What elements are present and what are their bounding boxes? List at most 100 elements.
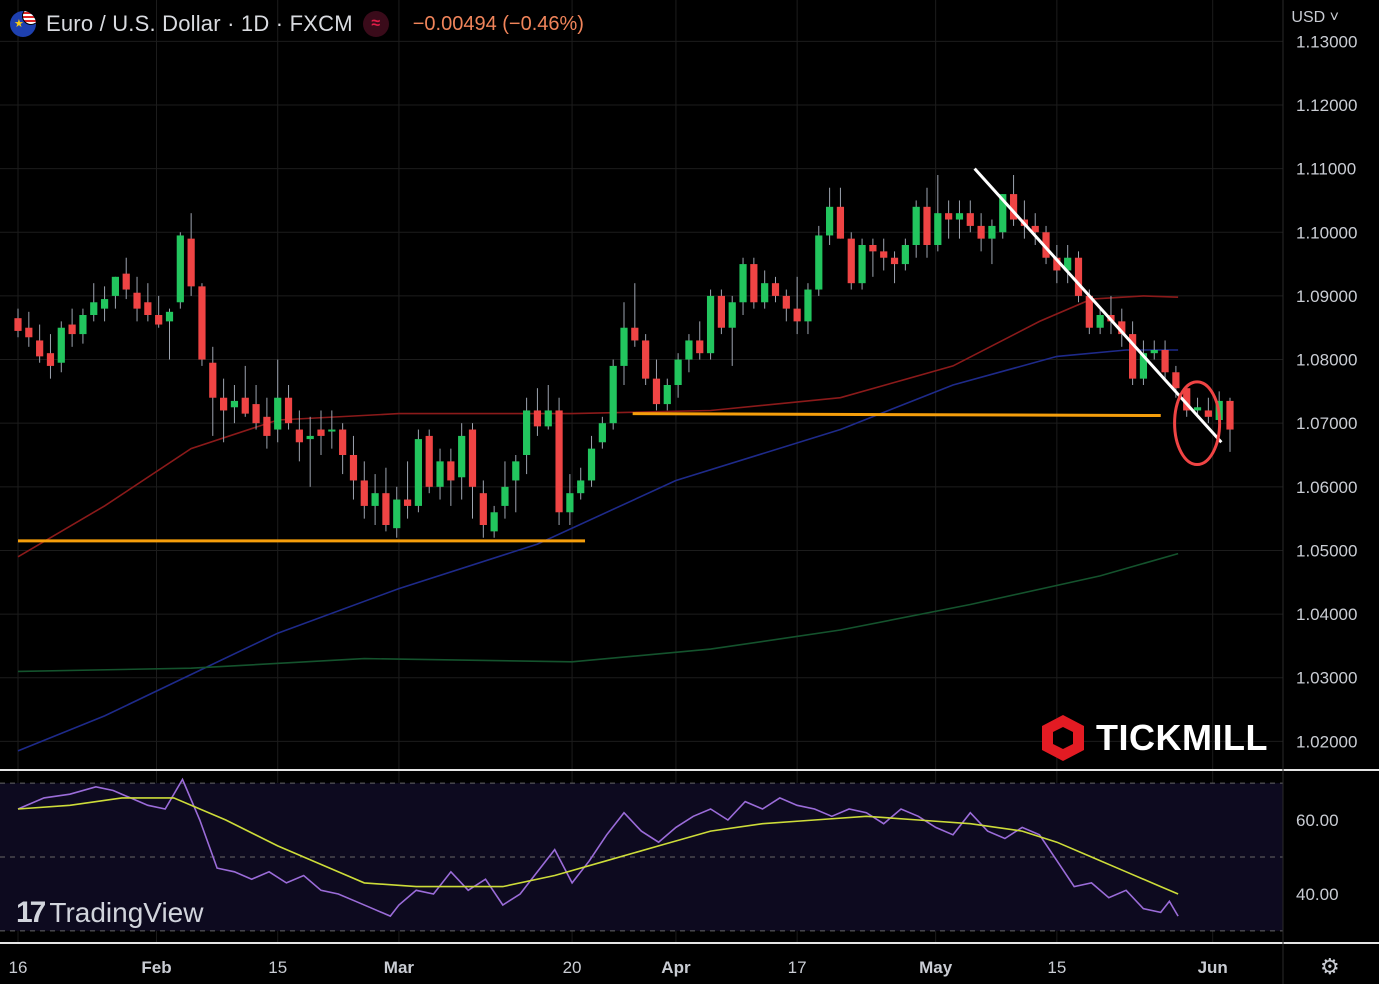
candle-body — [176, 235, 184, 303]
time-axis-label: Mar — [384, 958, 415, 977]
candle-body — [923, 206, 931, 245]
price-axis-label: 1.08000 — [1296, 351, 1357, 370]
candle-body — [771, 283, 780, 296]
candle — [241, 365, 249, 417]
moving-average-line — [17, 349, 1179, 752]
candle-body — [414, 439, 422, 506]
candle-body — [46, 353, 55, 366]
candle-body — [717, 295, 725, 328]
candle-body — [187, 238, 195, 287]
gear-icon[interactable]: ⚙ — [1320, 954, 1340, 979]
candle — [858, 238, 866, 290]
candle — [1042, 225, 1050, 265]
candle-body — [1139, 353, 1148, 379]
candle — [144, 283, 152, 322]
candle — [57, 321, 65, 373]
candle-body — [512, 461, 520, 481]
symbol-title[interactable]: Euro / U.S. Dollar · 1D · FXCM — [46, 11, 353, 36]
candle — [501, 461, 509, 519]
price-axis-label: 1.09000 — [1296, 287, 1357, 306]
rsi-axis-label: 40.00 — [1296, 885, 1339, 904]
candle — [923, 187, 931, 258]
candle — [111, 276, 119, 309]
candle-body — [382, 493, 390, 525]
candle — [1009, 175, 1018, 226]
candle-body — [901, 245, 909, 265]
candle-body — [468, 429, 477, 487]
tickmill-logo: TICKMILL — [1040, 713, 1268, 763]
candle-body — [966, 213, 974, 226]
time-axis-label: 15 — [268, 958, 287, 977]
candle — [263, 397, 271, 449]
candle — [609, 359, 617, 430]
candle-body — [674, 359, 682, 385]
highlight-circle[interactable] — [1173, 380, 1222, 467]
candle — [25, 311, 33, 347]
time-axis-label: Jun — [1198, 958, 1228, 977]
candle-body — [804, 289, 812, 322]
candle-body — [90, 302, 98, 315]
indicator-icon[interactable]: ≈ — [362, 11, 389, 37]
time-axis-label: 17 — [788, 958, 807, 977]
candle — [912, 200, 920, 258]
candle-body — [479, 493, 487, 525]
candle-body — [403, 499, 412, 506]
watermark-name: TradingView — [49, 897, 204, 928]
candle-body — [144, 302, 152, 315]
candle-body — [977, 225, 985, 239]
candle — [479, 480, 487, 538]
candle — [739, 257, 747, 315]
candle — [1064, 245, 1072, 284]
candle-body — [598, 423, 606, 443]
rsi-axis-label: 60.00 — [1296, 811, 1339, 830]
candle — [165, 308, 174, 360]
candle — [382, 467, 390, 532]
candle — [90, 283, 98, 322]
candle — [220, 378, 228, 443]
candle-body — [447, 461, 455, 481]
candle — [890, 251, 899, 284]
candle — [761, 270, 769, 309]
currency-selector[interactable]: USD ˅ — [1291, 9, 1339, 26]
time-axis-label: Apr — [661, 958, 691, 977]
candle — [555, 397, 563, 525]
time-axis-label: 15 — [1047, 958, 1066, 977]
candle — [523, 397, 531, 475]
candle-body — [1150, 350, 1158, 354]
candle — [901, 238, 909, 271]
candle — [187, 213, 195, 296]
candle — [642, 334, 650, 385]
candle-body — [1053, 257, 1061, 271]
price-axis-label: 1.05000 — [1296, 541, 1357, 560]
candle — [750, 257, 758, 309]
candle-body — [890, 257, 899, 265]
candle — [631, 283, 639, 347]
candle-body — [555, 410, 563, 513]
candle — [577, 467, 585, 500]
candle — [512, 455, 520, 513]
candle-body — [295, 429, 303, 443]
candle-body — [685, 340, 693, 360]
candle — [1096, 308, 1104, 335]
candle — [447, 448, 455, 506]
candle — [728, 295, 736, 366]
candle-body — [25, 327, 33, 338]
candle — [371, 474, 379, 525]
candle — [988, 219, 996, 265]
candle — [706, 289, 715, 360]
candle-body — [230, 400, 239, 408]
candle-body — [328, 429, 336, 432]
candle-body — [652, 378, 661, 405]
support-line[interactable] — [632, 412, 1161, 418]
candle — [815, 225, 823, 296]
price-axis-label: 1.02000 — [1296, 732, 1357, 751]
candle-body — [523, 410, 531, 455]
candle — [68, 308, 76, 347]
candle — [14, 308, 22, 338]
candle — [620, 302, 628, 385]
candle-body — [750, 264, 758, 303]
candle — [1074, 251, 1083, 303]
candle — [717, 289, 725, 335]
candle — [771, 276, 780, 303]
